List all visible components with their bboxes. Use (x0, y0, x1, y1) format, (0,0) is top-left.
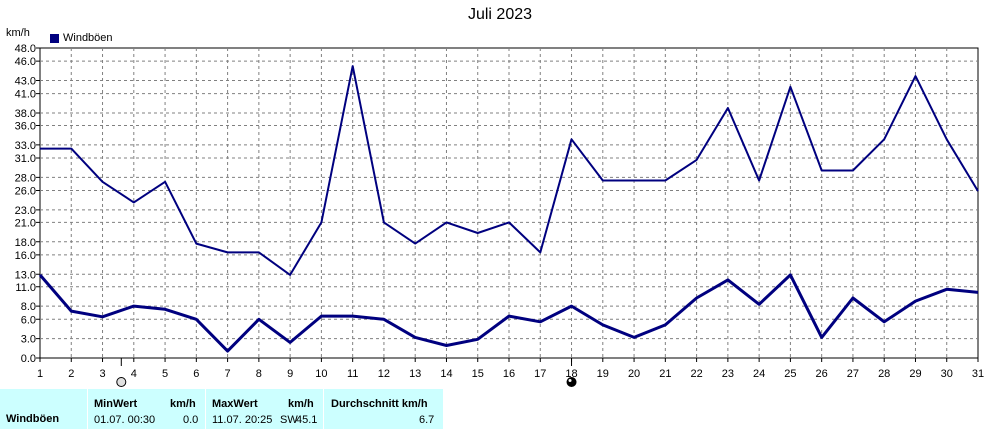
y-tick-label: 16.0 (15, 250, 36, 262)
x-tick-label: 23 (722, 368, 734, 380)
x-tick-label: 8 (256, 368, 262, 380)
series-line-windboeen (40, 65, 979, 276)
chart-title: Juli 2023 (467, 6, 533, 23)
x-tick-label: 30 (941, 368, 953, 380)
min-header: MinWert (94, 398, 138, 410)
x-tick-label: 14 (440, 368, 452, 380)
legend: Windböen (50, 32, 113, 44)
x-tick-label: 22 (690, 368, 702, 380)
x-tick-label: 7 (225, 368, 231, 380)
y-tick-label: 38.0 (15, 108, 36, 120)
x-tick-label: 29 (909, 368, 921, 380)
y-axis-unit-label: km/h (6, 27, 30, 39)
x-tick-label: 10 (315, 368, 327, 380)
x-tick-label: 28 (878, 368, 890, 380)
x-tick-label: 21 (659, 368, 671, 380)
x-tick-label: 9 (287, 368, 293, 380)
y-tick-label: 11.0 (15, 282, 36, 294)
max-marker-highlight (568, 379, 572, 382)
x-tick-label: 27 (847, 368, 859, 380)
y-tick-label: 23.0 (15, 205, 36, 217)
x-tick-label: 1 (37, 368, 43, 380)
x-tick-label: 15 (472, 368, 484, 380)
x-tick-label: 19 (597, 368, 609, 380)
x-tick-label: 13 (409, 368, 421, 380)
plot-area: 0.0 3.0 6.08.0 11.013.0 16.018.0 21.023.0 26.0… (15, 43, 984, 387)
x-tick-label: 31 (972, 368, 984, 380)
plot-frame (39, 47, 979, 359)
x-tick-label: 11 (347, 368, 358, 380)
y-tick-label: 21.0 (15, 217, 36, 229)
y-tick-label: 46.0 (15, 56, 36, 68)
max-header: MaxWert (212, 398, 258, 410)
series-line-average (38, 273, 979, 353)
y-tick-label: 48.0 (15, 43, 36, 55)
legend-label: Windböen (63, 32, 113, 44)
max-marker (566, 377, 577, 387)
legend-swatch (50, 33, 59, 43)
y-tick-label: 3.0 (21, 334, 36, 346)
x-tick-label: 16 (503, 368, 515, 380)
avg-header: Durchschnitt km/h (331, 398, 428, 410)
x-tick-label: 24 (753, 368, 765, 380)
min-unit: km/h (170, 398, 196, 410)
y-tick-label: 33.0 (15, 140, 36, 152)
min-value: 0.0 (183, 414, 199, 426)
y-tick-label: 0.0 (21, 353, 36, 365)
y-tick-label: 18.0 (15, 237, 36, 249)
y-tick-label: 31.0 (15, 153, 36, 165)
x-tick-label: 4 (131, 368, 137, 380)
x-tick-label: 3 (99, 368, 105, 380)
x-tick-label: 26 (816, 368, 828, 380)
y-tick-label: 41.0 (15, 89, 36, 101)
x-tick-label: 5 (162, 368, 168, 380)
x-tick-label: 17 (534, 368, 546, 380)
max-direction: SW (280, 414, 298, 426)
x-tick-label: 2 (68, 368, 74, 380)
stats-empty-area (443, 389, 1000, 429)
divider (205, 389, 206, 429)
max-value: 45.1 (296, 414, 318, 426)
y-tick-label: 6.0 (21, 314, 36, 326)
x-tick-label: 18 (565, 368, 577, 380)
stats-row-label: Windböen (6, 413, 60, 425)
y-tick-label: 8.0 (21, 301, 36, 313)
y-tick-label: 26.0 (15, 186, 36, 198)
stats-row-label-cell: Windböen (0, 389, 87, 429)
max-date: 11.07. 20:25 (212, 414, 273, 426)
avg-value: 6.7 (419, 414, 435, 426)
x-tick-label: 20 (628, 368, 640, 380)
divider (87, 389, 88, 429)
stats-table: Windböen MinWert km/h 01.07. 00:30 0.0 M… (0, 389, 1000, 429)
x-tick-label: 25 (784, 368, 796, 380)
y-tick-label: 43.0 (15, 76, 36, 88)
max-unit: km/h (288, 398, 314, 410)
chart: Juli 2023 km/h Windböen 0.0 3.0 6.0 8.0 11.0… (6, 6, 984, 387)
min-marker (116, 377, 127, 387)
divider (323, 389, 324, 429)
y-tick-label: 13.0 (15, 269, 36, 281)
y-tick-label: 36.0 (15, 121, 36, 133)
x-tick-label: 6 (193, 368, 199, 380)
y-tick-label: 28.0 (15, 172, 36, 184)
x-tick-label: 12 (378, 368, 390, 380)
min-date: 01.07. 00:30 (94, 414, 156, 426)
